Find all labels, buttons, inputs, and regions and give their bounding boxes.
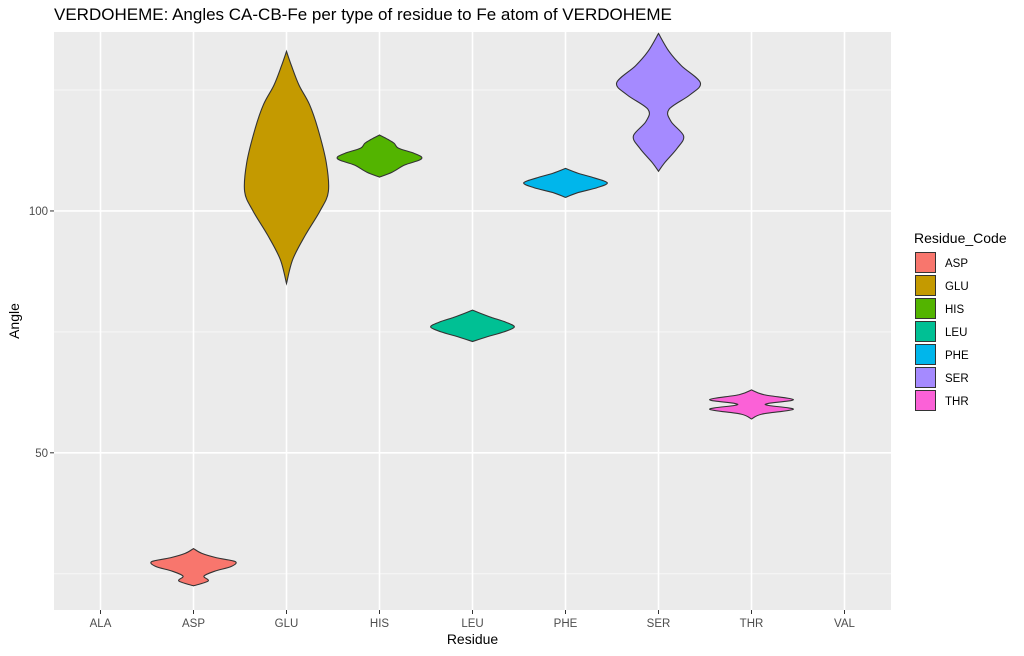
x-tick-label: LEU [461, 618, 483, 630]
legend-title: Residue_Code [914, 230, 1007, 246]
x-tick-label: SER [647, 618, 671, 630]
x-tick-label: VAL [834, 618, 855, 630]
violin-glu [243, 49, 330, 286]
y-axis-ticks: 50 100 [29, 206, 54, 460]
x-axis-ticks: ALA ASP GLU HIS LEU PHE SER THR VAL [90, 610, 856, 630]
violin-leu [430, 309, 515, 343]
violin-asp [150, 547, 237, 587]
y-axis-title: Angle [6, 303, 22, 339]
violin-phe [523, 167, 608, 199]
legend-swatch-thr [915, 390, 936, 411]
legend-label-leu: LEU [945, 327, 967, 339]
x-axis-title: Residue [447, 631, 499, 647]
violins [150, 32, 794, 587]
y-tick-label: 100 [29, 206, 48, 218]
y-tick-label: 50 [35, 448, 48, 460]
legend-swatch-glu [915, 275, 936, 296]
legend: Residue_Code ASP GLU HIS LEU PHE SER THR [914, 230, 1007, 411]
violin-thr [709, 389, 794, 420]
legend-label-glu: GLU [945, 281, 969, 293]
x-tick-label: THR [740, 618, 764, 630]
violin-ser [615, 32, 702, 173]
legend-label-asp: ASP [945, 258, 968, 270]
legend-swatch-asp [915, 252, 936, 273]
violin-his [336, 134, 423, 178]
x-tick-label: PHE [554, 618, 578, 630]
x-tick-label: HIS [370, 618, 390, 630]
legend-swatch-ser [915, 367, 936, 388]
legend-label-thr: THR [945, 396, 969, 408]
chart-title: VERDOHEME: Angles CA-CB-Fe per type of r… [54, 5, 672, 24]
legend-label-phe: PHE [945, 350, 969, 362]
x-tick-label: GLU [275, 618, 299, 630]
x-tick-label: ASP [182, 618, 205, 630]
legend-label-ser: SER [945, 373, 969, 385]
legend-label-his: HIS [945, 304, 965, 316]
x-tick-label: ALA [90, 618, 112, 630]
legend-swatch-his [915, 298, 936, 319]
legend-swatch-leu [915, 321, 936, 342]
legend-swatch-phe [915, 344, 936, 365]
